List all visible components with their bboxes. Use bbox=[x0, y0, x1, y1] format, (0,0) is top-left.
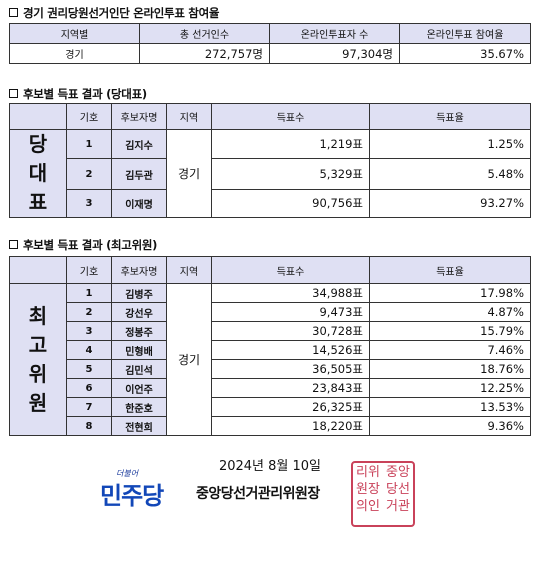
votes-cell: 36,505표 bbox=[211, 359, 370, 379]
candidate-name: 민형배 bbox=[111, 340, 167, 360]
col-header-name: 후보자명 bbox=[111, 256, 167, 284]
candidate-no: 6 bbox=[66, 378, 112, 398]
rate-cell: 5.48% bbox=[369, 158, 531, 190]
online-voters-cell: 97,304명 bbox=[269, 43, 400, 64]
votes-cell: 5,329표 bbox=[211, 158, 370, 190]
candidate-name: 이언주 bbox=[111, 378, 167, 398]
candidate-no: 3 bbox=[66, 188, 112, 219]
votes-cell: 1,219표 bbox=[211, 128, 370, 160]
candidate-no: 1 bbox=[66, 283, 112, 303]
col-header-no: 기호 bbox=[66, 103, 112, 130]
party-leader-results-table: 기호 후보자명 지역 득표수 득표율 당 대 표 1 김지수 경기 1,219표… bbox=[9, 103, 531, 219]
election-committee-chair: 중앙당선거관리위원장 bbox=[196, 486, 320, 502]
candidate-no: 1 bbox=[66, 128, 112, 160]
rate-cell: 13.53% bbox=[369, 397, 531, 417]
checkbox-square-icon bbox=[9, 240, 18, 249]
candidate-name: 전현희 bbox=[111, 416, 167, 436]
candidate-name: 김두관 bbox=[111, 158, 167, 190]
side-label-char: 원 bbox=[28, 390, 48, 415]
candidate-no: 7 bbox=[66, 397, 112, 417]
participation-table: 지역별 총 선거인수 온라인투표자 수 온라인투표 참여율 경기 272,757… bbox=[9, 23, 531, 64]
votes-cell: 23,843표 bbox=[211, 378, 370, 398]
side-label-char: 고 bbox=[28, 332, 48, 357]
logo-main-text: 민주당 bbox=[100, 482, 164, 510]
section2-title-text: 후보별 득표 결과 (당대표) bbox=[23, 87, 147, 101]
checkbox-square-icon bbox=[9, 89, 18, 98]
votes-cell: 34,988표 bbox=[211, 283, 370, 303]
section2-title: 후보별 득표 결과 (당대표) bbox=[9, 86, 147, 102]
section3-title: 후보별 득표 결과 (최고위원) bbox=[9, 237, 157, 253]
section1-title: 경기 권리당원선거인단 온라인투표 참여율 bbox=[9, 5, 219, 21]
col-header-online-voters: 온라인투표자 수 bbox=[269, 23, 400, 44]
side-label-char: 위 bbox=[28, 361, 48, 386]
votes-cell: 26,325표 bbox=[211, 397, 370, 417]
col-header-online-rate: 온라인투표 참여율 bbox=[399, 23, 531, 44]
rate-cell: 9.36% bbox=[369, 416, 531, 436]
online-rate-cell: 35.67% bbox=[399, 43, 531, 64]
party-logo: 더불어 민주당 bbox=[98, 468, 178, 510]
official-seal-stamp: 중앙 당선 거관 리위 원장 의인 bbox=[351, 461, 415, 527]
rate-cell: 17.98% bbox=[369, 283, 531, 303]
seal-glyph: 당선 bbox=[386, 482, 410, 497]
supreme-council-side-label: 최 고 위 원 bbox=[9, 283, 67, 436]
rate-cell: 1.25% bbox=[369, 128, 531, 160]
side-label-char: 표 bbox=[28, 190, 48, 214]
side-label-char: 당 bbox=[28, 132, 48, 156]
document-date: 2024년 8월 10일 bbox=[218, 459, 322, 474]
candidate-name: 한준호 bbox=[111, 397, 167, 417]
party-leader-side-label: 당 대 표 bbox=[9, 129, 67, 218]
rate-cell: 93.27% bbox=[369, 188, 531, 219]
candidate-name: 김민석 bbox=[111, 359, 167, 379]
candidate-no: 3 bbox=[66, 321, 112, 341]
supreme-council-results-table: 기호 후보자명 지역 득표수 득표율 최 고 위 원 1 김병주 경기 34,9… bbox=[9, 256, 531, 436]
candidate-no: 5 bbox=[66, 359, 112, 379]
candidate-name: 정봉주 bbox=[111, 321, 167, 341]
col-header-votes: 득표수 bbox=[211, 256, 370, 284]
col-header-rate: 득표율 bbox=[369, 256, 531, 284]
seal-glyph: 리위 bbox=[356, 465, 380, 480]
seal-glyph: 원장 bbox=[356, 482, 380, 497]
logo-small-text: 더불어 bbox=[116, 469, 139, 478]
side-label-char: 대 bbox=[28, 161, 48, 185]
col-header-rate: 득표율 bbox=[369, 103, 531, 130]
region-cell: 경기 bbox=[9, 43, 140, 64]
checkbox-square-icon bbox=[9, 8, 18, 17]
header-spacer bbox=[9, 256, 67, 284]
candidate-name: 강선우 bbox=[111, 302, 167, 322]
seal-glyph: 의인 bbox=[356, 499, 380, 514]
col-header-name: 후보자명 bbox=[111, 103, 167, 130]
candidate-name: 이재명 bbox=[111, 188, 167, 219]
region-cell: 경기 bbox=[166, 283, 212, 436]
rate-cell: 15.79% bbox=[369, 321, 531, 341]
candidate-name: 김병주 bbox=[111, 283, 167, 303]
rate-cell: 4.87% bbox=[369, 302, 531, 322]
total-voters-cell: 272,757명 bbox=[139, 43, 270, 64]
section3-title-text: 후보별 득표 결과 (최고위원) bbox=[23, 238, 158, 252]
col-header-no: 기호 bbox=[66, 256, 112, 284]
seal-glyph: 중앙 bbox=[386, 465, 410, 480]
col-header-region: 지역별 bbox=[9, 23, 140, 44]
header-spacer bbox=[9, 103, 67, 130]
votes-cell: 18,220표 bbox=[211, 416, 370, 436]
col-header-region: 지역 bbox=[166, 103, 212, 130]
side-label-char: 최 bbox=[28, 303, 48, 328]
col-header-total-voters: 총 선거인수 bbox=[139, 23, 270, 44]
rate-cell: 18.76% bbox=[369, 359, 531, 379]
votes-cell: 14,526표 bbox=[211, 340, 370, 360]
candidate-no: 2 bbox=[66, 302, 112, 322]
col-header-votes: 득표수 bbox=[211, 103, 370, 130]
candidate-name: 김지수 bbox=[111, 128, 167, 160]
candidate-no: 8 bbox=[66, 416, 112, 436]
candidate-no: 2 bbox=[66, 158, 112, 190]
votes-cell: 30,728표 bbox=[211, 321, 370, 341]
section1-title-text: 경기 권리당원선거인단 온라인투표 참여율 bbox=[23, 6, 220, 20]
seal-glyph: 거관 bbox=[386, 499, 410, 514]
region-cell: 경기 bbox=[166, 129, 212, 218]
rate-cell: 7.46% bbox=[369, 340, 531, 360]
votes-cell: 9,473표 bbox=[211, 302, 370, 322]
votes-cell: 90,756표 bbox=[211, 188, 370, 219]
candidate-no: 4 bbox=[66, 340, 112, 360]
col-header-region: 지역 bbox=[166, 256, 212, 284]
rate-cell: 12.25% bbox=[369, 378, 531, 398]
